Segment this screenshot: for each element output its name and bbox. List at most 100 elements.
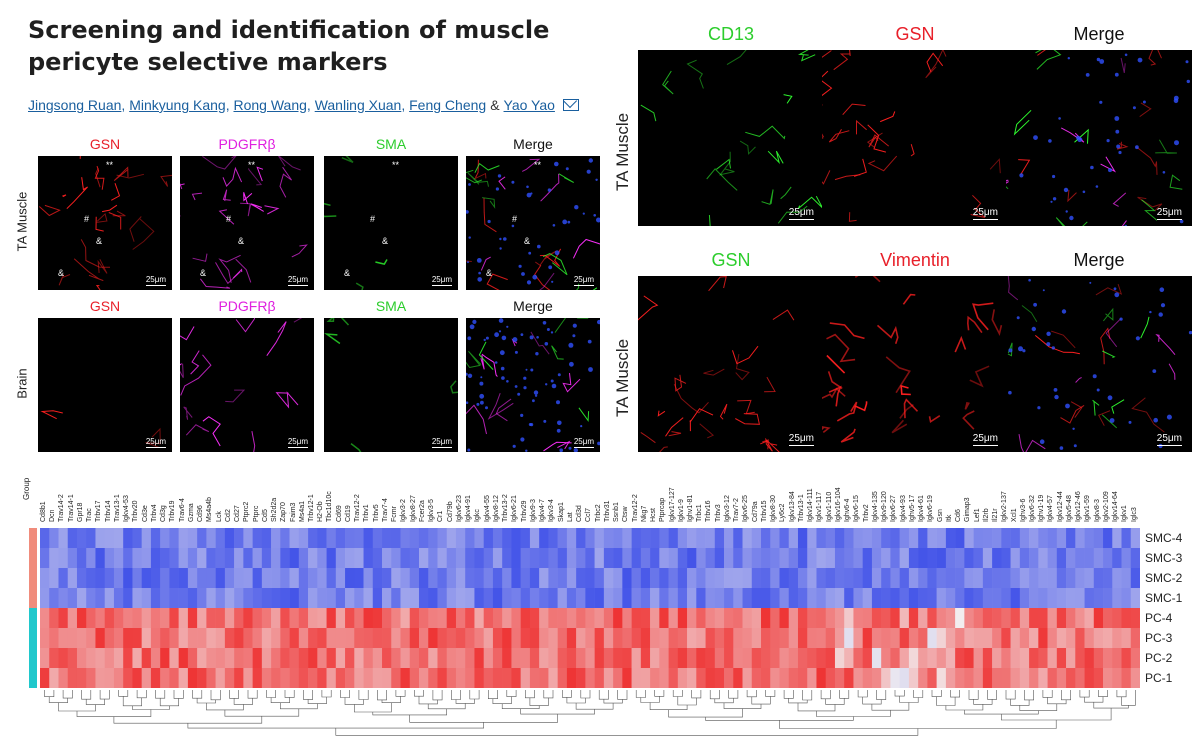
heatmap-cell <box>224 668 235 688</box>
heatmap-cell <box>271 528 281 548</box>
scale-bar-label: 25μm <box>972 433 998 446</box>
scale-bar <box>1156 444 1182 446</box>
heatmap-cell <box>345 568 355 588</box>
heatmap-cell <box>890 548 900 568</box>
heatmap-cell <box>252 528 263 548</box>
heatmap-row-label: PC-4 <box>1145 611 1173 625</box>
heatmap-cell <box>797 608 808 628</box>
heatmap-cell <box>418 528 429 548</box>
dendrogram-branch <box>580 690 591 699</box>
heatmap-cell <box>631 608 642 628</box>
mail-icon[interactable] <box>562 99 579 111</box>
heatmap-cell <box>372 548 383 568</box>
heatmap-cell <box>215 568 226 588</box>
heatmap-cell <box>751 588 762 608</box>
heatmap-cell <box>1010 668 1021 688</box>
heatmap-cell <box>446 648 457 668</box>
heatmap-cell <box>1056 628 1067 648</box>
heatmap-cell <box>1001 608 1011 628</box>
dendrogram-branch <box>280 702 318 710</box>
heatmap-cell <box>428 528 438 548</box>
author-link[interactable]: Minkyung Kang <box>129 97 226 113</box>
heatmap-cell <box>687 528 697 548</box>
author-link[interactable]: Yao Yao <box>503 97 555 113</box>
heatmap-cell <box>1093 628 1104 648</box>
heatmap-cell <box>132 668 142 688</box>
heatmap-cell <box>539 588 549 608</box>
heatmap-cell <box>853 568 863 588</box>
heatmap-cell <box>927 668 937 688</box>
heatmap-cell <box>659 548 669 568</box>
heatmap-cell <box>465 668 475 688</box>
heatmap-cell <box>492 608 503 628</box>
gene-label: Lef1 <box>973 508 981 522</box>
dendrogram-branch <box>409 714 558 723</box>
dendrogram-branch <box>871 702 910 711</box>
gene-label: Igkv1 <box>1121 505 1129 522</box>
heatmap-cell <box>243 548 253 568</box>
heatmap-cell <box>687 668 697 688</box>
heatmap-cell <box>372 608 383 628</box>
author-link[interactable]: Wanling Xuan <box>314 97 402 113</box>
heatmap-cell <box>714 668 725 688</box>
heatmap-cell <box>714 648 725 668</box>
heatmap-cell <box>511 628 521 648</box>
heatmap-cell <box>1001 548 1011 568</box>
heatmap-cell <box>816 528 827 548</box>
heatmap-cell <box>714 528 725 548</box>
dendrogram-branch <box>672 690 683 697</box>
heatmap-cell <box>881 548 891 568</box>
micrograph-image <box>638 276 795 452</box>
article-title: Screening and identification of muscle p… <box>28 16 550 76</box>
heatmap-cell <box>955 528 965 548</box>
dendrogram-branch <box>783 690 794 699</box>
heatmap-cell <box>224 628 235 648</box>
heatmap-cell <box>298 588 309 608</box>
heatmap-cell <box>178 548 189 568</box>
heatmap-cell <box>862 548 873 568</box>
author-separator: , <box>306 97 311 113</box>
heatmap-cell <box>622 548 632 568</box>
scale-bar-label: 25μm <box>972 207 998 220</box>
gene-label: Igkv13-84 <box>788 491 796 522</box>
heatmap-cell <box>104 528 115 548</box>
heatmap-cell <box>317 568 327 588</box>
heatmap-cell <box>742 588 753 608</box>
heatmap-cell <box>788 668 799 688</box>
heatmap-cell <box>539 648 549 668</box>
gene-label: Ccl7 <box>585 507 593 522</box>
author-link[interactable]: Rong Wang <box>233 97 307 113</box>
heatmap-cell <box>141 528 152 548</box>
gene-label: Gpr18 <box>76 502 84 522</box>
micrograph-image <box>40 410 161 448</box>
heatmap-cell <box>807 568 817 588</box>
micrograph-image <box>466 158 600 290</box>
heatmap-cell <box>1047 608 1058 628</box>
heatmap-cell <box>169 668 179 688</box>
heatmap-cell <box>1029 648 1039 668</box>
heatmap-cell <box>733 568 743 588</box>
heatmap-cell <box>668 548 679 568</box>
heatmap-cell <box>742 528 753 548</box>
heatmap-cell <box>1056 608 1067 628</box>
gene-label: Cd27 <box>234 505 242 522</box>
annotation-marker: ** <box>248 160 256 170</box>
heatmap-cell <box>1047 528 1058 548</box>
heatmap-cell <box>326 568 337 588</box>
heatmap-cell <box>631 648 642 668</box>
author-link[interactable]: Feng Cheng <box>409 97 487 113</box>
heatmap-cell <box>326 668 337 688</box>
author-link[interactable]: Jingsong Ruan <box>28 97 122 113</box>
heatmap-cell <box>1019 568 1030 588</box>
heatmap-cell <box>797 628 808 648</box>
gene-label: Igkv8-3 <box>1093 499 1101 522</box>
column-label: GSN <box>89 298 121 314</box>
heatmap-cell <box>465 608 475 628</box>
dendrogram-branch <box>894 690 905 697</box>
heatmap-cell <box>677 628 688 648</box>
heatmap-cell <box>1075 548 1085 568</box>
heatmap-cell <box>548 608 558 628</box>
heatmap-cell <box>49 648 59 668</box>
gene-label: Tbc1d10c <box>326 491 334 522</box>
heatmap-cell <box>650 548 660 568</box>
